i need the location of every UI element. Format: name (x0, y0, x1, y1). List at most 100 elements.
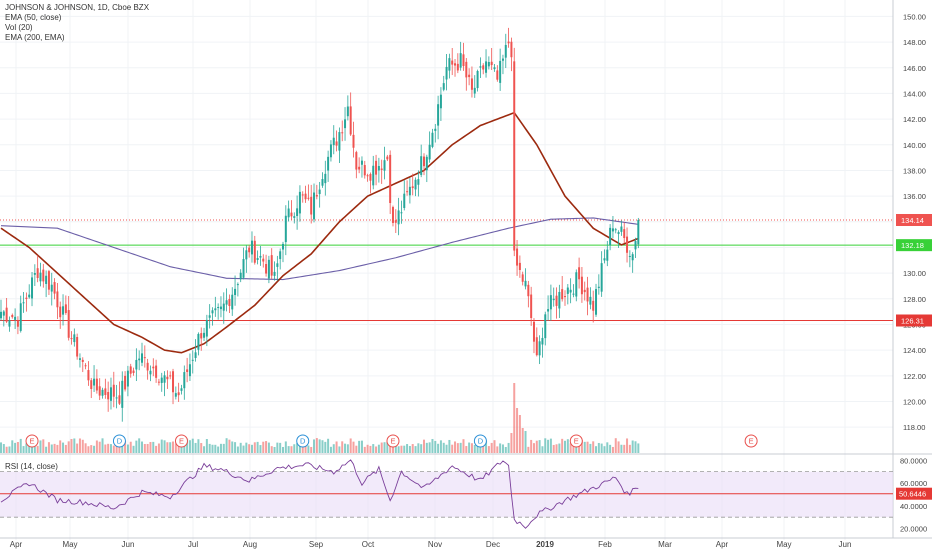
volume-bar (307, 445, 310, 453)
candle-body (293, 216, 296, 218)
indicator-ema50-label[interactable]: EMA (50, close) (5, 13, 62, 22)
dividend-marker[interactable] (473, 434, 487, 448)
volume-bar (101, 438, 104, 453)
price-tick: 130.00 (903, 269, 926, 278)
candle-body (231, 294, 234, 310)
volume-bar (183, 443, 186, 453)
earnings-marker[interactable] (744, 434, 758, 448)
candle-body (431, 132, 434, 147)
candle-body (93, 378, 96, 386)
volume-bar (487, 446, 490, 453)
candle-body (118, 395, 121, 404)
time-label: Nov (428, 540, 442, 549)
candle-body (132, 370, 135, 373)
candle-body (177, 392, 180, 396)
candle-body (276, 263, 279, 267)
candle-body (211, 310, 214, 314)
candle-body (64, 304, 67, 313)
dividend-marker[interactable] (112, 434, 126, 448)
volume-bar (397, 446, 400, 453)
candle-body (39, 272, 42, 282)
rsi-tick: 20.0000 (900, 525, 927, 534)
indicator-vol-label[interactable]: Vol (20) (5, 23, 33, 32)
price-tick: 128.00 (903, 295, 926, 304)
volume-bar (431, 438, 434, 453)
volume-bar (318, 439, 321, 453)
earnings-marker[interactable] (386, 434, 400, 448)
candle-body (499, 60, 502, 83)
candle-body (423, 156, 425, 167)
candle-body (313, 192, 316, 220)
candle-body (614, 229, 617, 231)
candle-body (25, 297, 28, 299)
volume-bar (332, 444, 335, 453)
volume-bar (8, 446, 11, 453)
rsi-label[interactable]: RSI (14, close) (5, 462, 58, 471)
time-label: Jun (122, 540, 135, 549)
volume-bar (490, 442, 493, 453)
price-tag-box (896, 314, 932, 327)
time-label: Sep (309, 540, 324, 549)
candle-body (408, 186, 411, 196)
volume-bar (124, 440, 127, 453)
candle-body (42, 269, 45, 282)
time-label: May (776, 540, 791, 549)
event-label: E (179, 437, 184, 446)
volume-bar (383, 442, 386, 453)
volume-bar (276, 442, 279, 453)
candle-body (346, 106, 349, 117)
candle-body (76, 337, 79, 357)
candle-body (532, 321, 535, 342)
candle-body (544, 314, 547, 339)
volume-bar (549, 438, 552, 453)
candle-body (70, 338, 73, 340)
volume-bar (5, 446, 8, 453)
price-tag-label: 126.31 (901, 316, 924, 325)
candle-body (470, 78, 473, 90)
candle-body (236, 284, 239, 286)
dividend-marker[interactable] (296, 434, 310, 448)
candle-body (411, 186, 414, 189)
volume-bar (335, 441, 338, 453)
candle-body (375, 160, 378, 175)
volume-bar (569, 443, 572, 453)
candle-body (558, 291, 561, 309)
volume-bar (0, 442, 2, 453)
indicator-ema200-label[interactable]: EMA (200, EMA) (5, 33, 65, 42)
earnings-marker[interactable] (25, 434, 39, 448)
volume-bar (459, 442, 462, 453)
candle-body (121, 380, 124, 408)
volume-bar (377, 444, 380, 453)
earnings-marker[interactable] (174, 434, 188, 448)
volume-bar (76, 443, 79, 453)
volume-bar (482, 445, 485, 453)
candle-body (135, 359, 138, 370)
candle-body (626, 236, 629, 253)
candle-body (358, 166, 361, 170)
volume-bar (597, 442, 600, 453)
candle-body (33, 273, 36, 275)
candle-body (383, 160, 386, 171)
candle-body (73, 334, 76, 343)
volume-bar (172, 441, 175, 453)
candle-body (172, 371, 175, 393)
candle-body (603, 258, 606, 261)
candle-body (174, 393, 177, 397)
volume-bar (580, 439, 583, 453)
candle-body (101, 389, 104, 396)
volume-bar (434, 440, 437, 453)
volume-bar (535, 440, 538, 453)
volume-bar (39, 440, 42, 453)
volume-bar (273, 446, 276, 453)
volume-bar (211, 444, 214, 453)
volume-bar (346, 444, 349, 453)
volume-bar (67, 441, 70, 453)
candle-body (265, 264, 268, 274)
candle-body (439, 94, 442, 109)
earnings-marker[interactable] (569, 434, 583, 448)
volume-bar (16, 442, 19, 453)
candle-body (53, 282, 56, 294)
candle-body (507, 41, 510, 44)
